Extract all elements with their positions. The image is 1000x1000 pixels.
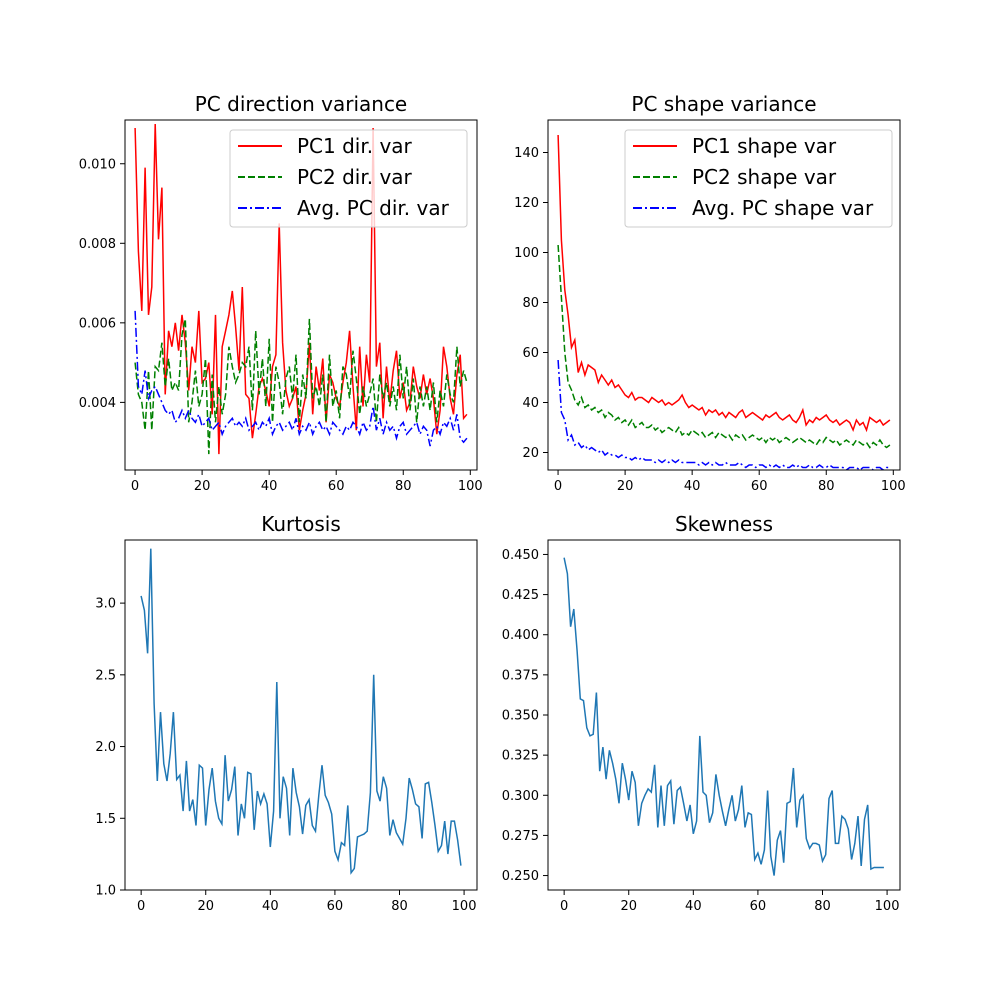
series-line-1 <box>140 548 462 875</box>
legend-label-2: PC2 dir. var <box>297 165 413 189</box>
y-tick-label: 40 <box>522 396 539 411</box>
y-tick-label: 0.350 <box>502 709 539 724</box>
series-line-3 <box>134 310 468 447</box>
legend-label-1: PC1 shape var <box>692 134 837 158</box>
x-tick-label: 40 <box>262 899 279 914</box>
x-tick-label: 0 <box>137 899 145 914</box>
y-tick-label: 80 <box>522 296 539 311</box>
series-line-3 <box>557 359 890 470</box>
x-tick-label: 40 <box>685 899 702 914</box>
y-tick-label: 60 <box>522 346 539 361</box>
axes-frame <box>547 119 901 471</box>
chart-title: PC direction variance <box>195 92 408 116</box>
y-tick-label: 0.250 <box>502 869 539 884</box>
y-tick-label: 0.006 <box>79 316 116 331</box>
chart-title: PC shape variance <box>631 92 816 116</box>
series-line-1 <box>563 557 884 876</box>
x-tick-label: 100 <box>458 479 483 494</box>
x-tick-label: 100 <box>881 479 906 494</box>
chart-title: Kurtosis <box>261 512 341 536</box>
y-tick-label: 100 <box>514 246 539 261</box>
x-tick-label: 60 <box>327 899 344 914</box>
chart-panel-2: PC shape variance 0 20 40 60 80 100 20 40 60 80 100… <box>514 92 906 494</box>
x-tick-label: 0 <box>554 479 562 494</box>
x-tick-label: 60 <box>751 479 768 494</box>
chart-panel-1: PC direction variance 0 20 40 60 80 100 0.004 0.… <box>79 92 483 494</box>
x-tick-label: 60 <box>328 479 345 494</box>
x-tick-label: 0 <box>560 899 568 914</box>
y-tick-label: 0.004 <box>79 396 116 411</box>
x-tick-label: 100 <box>875 899 900 914</box>
x-tick-label: 20 <box>620 899 637 914</box>
axes-frame <box>547 539 901 891</box>
x-tick-label: 80 <box>391 899 408 914</box>
legend-box <box>624 129 893 228</box>
x-tick-label: 20 <box>617 479 634 494</box>
y-tick-label: 3.0 <box>95 597 116 612</box>
y-tick-label: 2.0 <box>95 740 116 755</box>
legend: PC1 shape var PC2 shape var Avg. PC shape … <box>624 129 893 228</box>
chart-panel-3: Kurtosis 0 20 40 60 80 100 1.0 1.5 2.0 2.5 3.0 <box>95 512 478 914</box>
legend: PC1 dir. var PC2 dir. var Avg. PC dir. var <box>229 129 468 228</box>
y-tick-label: 0.450 <box>502 548 539 563</box>
legend-box <box>229 129 468 228</box>
x-tick-label: 60 <box>750 899 767 914</box>
y-tick-label: 1.0 <box>95 884 116 899</box>
y-tick-label: 0.010 <box>79 157 116 172</box>
x-tick-label: 0 <box>131 479 139 494</box>
x-tick-label: 100 <box>452 899 477 914</box>
legend-label-2: PC2 shape var <box>692 165 837 189</box>
axes-frame <box>124 119 478 471</box>
x-tick-label: 80 <box>814 899 831 914</box>
x-tick-label: 40 <box>684 479 701 494</box>
chart-panel-4: Skewness 0 20 40 60 80 100 0.250 0.275 0.300 0.325… <box>502 512 901 914</box>
y-tick-label: 0.008 <box>79 237 116 252</box>
chart-title: Skewness <box>675 512 773 536</box>
y-tick-label: 20 <box>522 446 539 461</box>
x-tick-label: 20 <box>197 899 214 914</box>
y-tick-label: 140 <box>514 146 539 161</box>
x-tick-label: 20 <box>194 479 211 494</box>
y-tick-label: 0.325 <box>502 749 539 764</box>
legend-label-3: Avg. PC shape var <box>692 196 874 220</box>
x-tick-label: 40 <box>261 479 278 494</box>
series-line-1 <box>134 123 468 455</box>
series-line-1 <box>557 134 891 433</box>
y-tick-label: 0.400 <box>502 628 539 643</box>
series-line-2 <box>134 318 468 455</box>
legend-label-3: Avg. PC dir. var <box>297 196 450 220</box>
y-tick-label: 2.5 <box>95 668 116 683</box>
y-tick-label: 1.5 <box>95 812 116 827</box>
x-tick-label: 80 <box>395 479 412 494</box>
legend-label-1: PC1 dir. var <box>297 134 413 158</box>
x-tick-label: 80 <box>818 479 835 494</box>
y-tick-label: 120 <box>514 196 539 211</box>
y-tick-label: 0.375 <box>502 668 539 683</box>
y-tick-label: 0.275 <box>502 829 539 844</box>
y-tick-label: 0.425 <box>502 588 539 603</box>
series-line-2 <box>557 244 891 449</box>
y-tick-label: 0.300 <box>502 789 539 804</box>
axes-frame <box>124 539 478 891</box>
